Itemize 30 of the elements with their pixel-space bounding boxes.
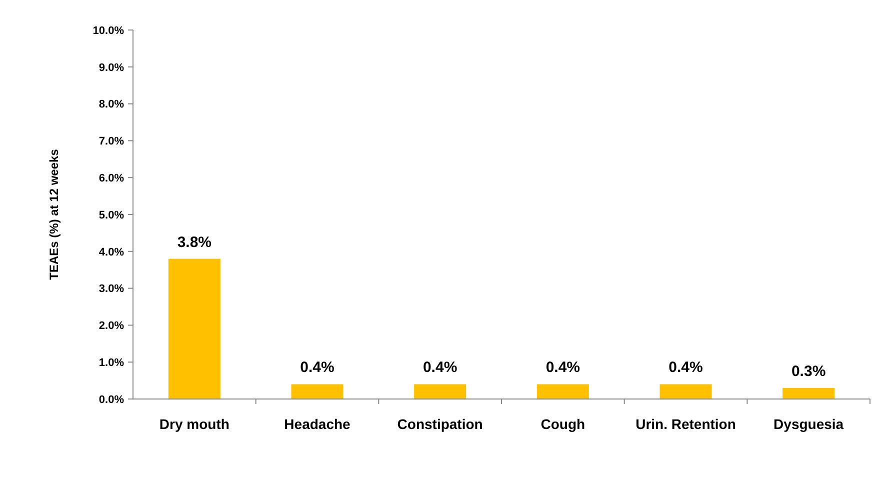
y-tick-label: 10.0% [92, 24, 124, 37]
x-tick-label: Dysguesia [774, 416, 844, 432]
data-label: 0.3% [791, 362, 826, 380]
bar [536, 384, 589, 399]
x-tick-label: Cough [540, 416, 586, 432]
y-tick-label: 8.0% [98, 98, 124, 111]
data-label: 3.8% [177, 234, 212, 251]
data-label: 0.4% [422, 359, 458, 376]
bar [414, 384, 466, 399]
y-tick-label: 1.0% [98, 356, 124, 369]
y-tick-label: 9.0% [98, 62, 124, 74]
y-tick-label: 6.0% [98, 172, 124, 184]
y-tick-label: 2.0% [98, 320, 124, 332]
y-tick-label: 3.0% [98, 283, 124, 296]
y-tick-label: 5.0% [98, 209, 124, 222]
x-tick-label: Headache [284, 416, 351, 432]
y-axis-title: TEAEs (%) at 12 weeks [47, 148, 61, 280]
data-label: 0.4% [300, 359, 334, 376]
y-tick-label: 7.0% [98, 136, 124, 148]
bar [782, 388, 835, 399]
bar [291, 384, 344, 399]
data-label: 0.4% [668, 359, 703, 376]
bar [168, 258, 220, 399]
x-tick-label: Urin. Retention [636, 416, 736, 432]
bar [660, 384, 712, 399]
y-tick-label: 4.0% [98, 246, 124, 258]
data-label: 0.4% [546, 359, 580, 376]
x-tick-label: Constipation [397, 416, 483, 432]
y-tick-label: 0.0% [98, 394, 124, 406]
x-tick-label: Dry mouth [159, 416, 230, 432]
